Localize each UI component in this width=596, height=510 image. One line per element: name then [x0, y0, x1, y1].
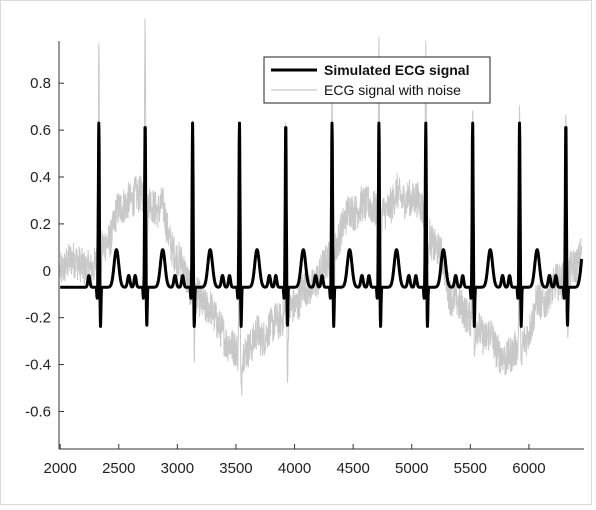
y-tick-label: 0.2	[30, 216, 51, 233]
x-tick-label: 4500	[336, 460, 369, 477]
x-tick-label: 4000	[278, 460, 311, 477]
legend-label-noisy: ECG signal with noise	[324, 82, 461, 98]
y-tick-label: -0.2	[25, 310, 51, 327]
x-tick-label: 2000	[43, 460, 76, 477]
y-tick-label: -0.4	[25, 357, 51, 374]
legend-label-clean: Simulated ECG signal	[324, 62, 469, 78]
series-clean-line	[60, 123, 582, 326]
x-tick-label: 3000	[161, 460, 194, 477]
x-tick-label: 5000	[395, 460, 428, 477]
y-tick-label: 0.4	[30, 169, 51, 186]
y-tick-label: 0	[43, 263, 51, 280]
y-tick-label: 0.6	[30, 122, 51, 139]
x-tick-label: 3500	[219, 460, 252, 477]
chart-legend: Simulated ECG signal ECG signal with noi…	[264, 57, 490, 103]
y-tick-label: 0.8	[30, 75, 51, 92]
x-tick-label: 5500	[454, 460, 487, 477]
x-tick-label: 2500	[102, 460, 135, 477]
y-tick-label: -0.6	[25, 403, 51, 420]
x-tick-label: 6000	[512, 460, 545, 477]
